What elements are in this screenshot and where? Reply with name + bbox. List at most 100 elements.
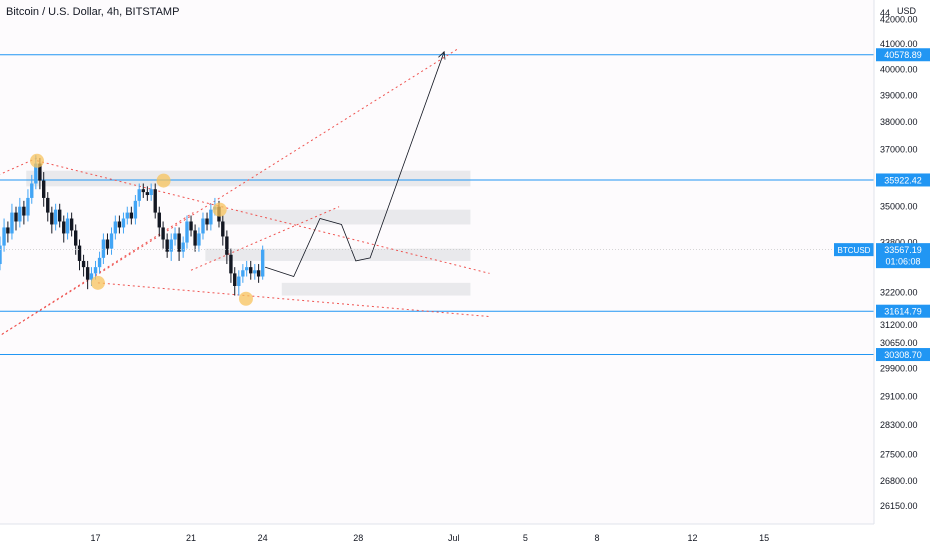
candle-body	[57, 209, 62, 222]
x-tick-label: 24	[258, 533, 268, 543]
level-price-tag	[876, 48, 930, 62]
symbol-text: BTCUSD	[838, 246, 871, 255]
candle-body	[197, 233, 201, 246]
plot-background	[0, 0, 874, 524]
candle-body	[189, 221, 193, 231]
zone-rect	[26, 170, 471, 187]
candle-body	[53, 209, 58, 225]
candle-body	[73, 230, 78, 246]
candle-body	[113, 221, 118, 234]
candle-body	[221, 221, 225, 237]
level-price-tag	[876, 304, 930, 318]
candle-body	[62, 221, 66, 234]
y-tick-label: 27500.00	[880, 449, 918, 459]
candle-body	[10, 212, 14, 234]
candle-body	[65, 218, 70, 234]
y-tick-label: 40000.00	[880, 65, 918, 75]
trend-line	[190, 206, 340, 271]
trend-lines	[0, 48, 490, 337]
candle-body	[2, 227, 6, 246]
candle-body	[133, 200, 138, 219]
pivot-marker	[90, 275, 105, 290]
candle-body	[209, 209, 213, 225]
candle-body	[169, 239, 173, 252]
candle-body	[6, 227, 10, 234]
horizontal-levels	[0, 54, 874, 356]
candle-body	[165, 239, 169, 252]
price-axis[interactable]: 42000.00 41000.00 40000.00 39000.00 38000.00…	[880, 8, 918, 511]
pivot-marker	[238, 291, 253, 306]
trend-line	[0, 212, 194, 337]
candle-body	[185, 221, 189, 243]
candle-body	[97, 257, 102, 268]
y-tick-label: 35000.00	[880, 202, 918, 212]
candle-body	[193, 230, 197, 246]
x-tick-label: 12	[688, 533, 698, 543]
y-tick-label: 32200.00	[880, 287, 918, 297]
y-tick-label: 41000.00	[880, 39, 918, 49]
candle-body	[141, 189, 145, 193]
y-tick-label: 39000.00	[880, 91, 918, 101]
pivot-marker	[212, 202, 227, 217]
price-labels: 40578.89 35922.42 31614.79 30308.70 BTCUSD 33…	[0, 48, 930, 362]
candle-body	[256, 270, 261, 277]
y-tick-label: 37000.00	[880, 145, 918, 155]
currency-label[interactable]: USD	[897, 6, 917, 16]
x-tick-label: 28	[353, 533, 363, 543]
price-zones	[26, 170, 471, 296]
candle-body	[244, 267, 249, 271]
level-price-text: 31614.79	[884, 307, 922, 317]
time-axis[interactable]: 17 21 24 28 Jul 5 8 12 15	[91, 533, 770, 543]
current-price-text: 33567.19	[884, 245, 922, 255]
y-tick-label: 29900.00	[880, 363, 918, 373]
pivot-marker	[156, 173, 171, 188]
level-price-text: 40578.89	[884, 50, 922, 60]
candle-body	[18, 206, 22, 222]
pivot-marker	[30, 153, 45, 168]
candle-body	[225, 236, 229, 255]
y-tick-label: 33800.00	[880, 238, 918, 248]
candle-body	[177, 233, 181, 252]
candle-body	[0, 245, 2, 265]
y-tick-label: 28300.00	[880, 420, 918, 430]
candle-body	[14, 212, 18, 222]
time-axis-background	[0, 524, 932, 550]
candle-body	[149, 189, 153, 196]
candle-body	[233, 273, 237, 286]
candles	[0, 155, 265, 296]
candle-body	[77, 245, 82, 261]
x-tick-label: 17	[91, 533, 101, 543]
x-tick-label: 15	[759, 533, 769, 543]
x-tick-label: Jul	[448, 533, 460, 543]
candle-body	[229, 254, 233, 274]
y-tick-label: 31200.00	[880, 320, 918, 330]
y-tick-label: 38000.00	[880, 117, 918, 127]
trend-line	[97, 282, 490, 318]
y-tick-label: 44	[880, 8, 890, 18]
x-tick-label: 5	[523, 533, 528, 543]
candle-body	[89, 273, 94, 280]
y-tick-label: 29100.00	[880, 391, 918, 401]
candle-body	[161, 227, 165, 240]
candle-body	[157, 212, 161, 228]
current-price-tag	[876, 243, 930, 269]
zone-rect	[205, 248, 471, 261]
level-price-tag	[876, 348, 930, 362]
candle-body	[121, 218, 126, 228]
candle-body	[46, 197, 50, 213]
candle-body	[260, 249, 265, 277]
y-tick-label: 42000.00	[880, 14, 918, 24]
candle-body	[253, 270, 257, 274]
symbol-tag	[834, 243, 874, 257]
zone-rect	[219, 209, 471, 225]
candle-body	[117, 221, 122, 228]
candle-body	[241, 270, 245, 277]
candle-body	[81, 260, 86, 268]
level-price-text: 30308.70	[884, 350, 922, 360]
candle-body	[249, 267, 253, 274]
x-tick-label: 8	[594, 533, 599, 543]
candle-body	[26, 197, 30, 216]
y-tick-label: 26150.00	[880, 501, 918, 511]
candle-body	[109, 233, 114, 249]
